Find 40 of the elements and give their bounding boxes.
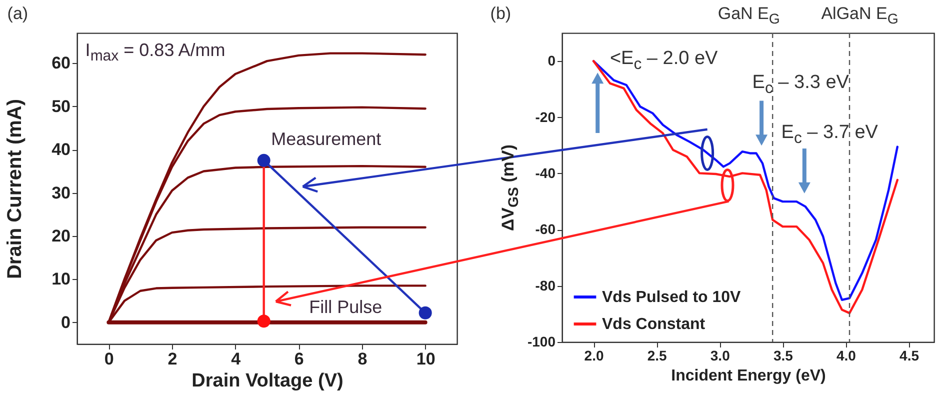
- x-tick-label: 2: [168, 350, 178, 368]
- y-tick-label: 0: [61, 312, 70, 332]
- x-tick-label: 2.0: [584, 348, 604, 364]
- y-tick-label: -40: [535, 164, 556, 181]
- legend-label: Vds Constant: [602, 316, 706, 333]
- y-axis-title: Drain Current (mA): [4, 98, 26, 279]
- y-tick-label: -80: [535, 277, 556, 294]
- y-tick-label: -100: [527, 334, 556, 350]
- ref-line-label: GaN E$_{G}$: [718, 4, 780, 27]
- y-tick-label: 40: [52, 140, 70, 160]
- annotation: E$_{c}$ – 3.3 eV: [752, 72, 849, 98]
- annotation: I$_{max}$ = 0.83 A/mm: [85, 40, 226, 65]
- y-tick-label: -20: [535, 108, 556, 125]
- y-tick-label: 20: [52, 226, 70, 246]
- chart-title: (b): [490, 4, 512, 24]
- x-tick-label: 2.5: [647, 348, 668, 364]
- y-tick-label: 50: [52, 96, 70, 116]
- annotation: <E$_{c}$ – 2.0 eV: [610, 48, 718, 72]
- annotation: Fill Pulse: [309, 297, 382, 318]
- y-tick-label: 0: [548, 52, 556, 69]
- x-axis-title: Incident Energy (eV): [671, 368, 826, 384]
- ref-line-label: AlGaN E$_{G}$: [821, 4, 898, 27]
- x-tick-label: 0: [104, 350, 114, 368]
- y-tick-label: -60: [535, 221, 556, 238]
- x-tick-label: 6: [294, 350, 304, 368]
- x-tick-label: 3.5: [773, 348, 794, 364]
- x-tick-label: 4.0: [836, 348, 856, 364]
- annotation: E$_{c}$ – 3.7 eV: [781, 122, 878, 146]
- legend-label: Vds Pulsed to 10V: [602, 289, 742, 306]
- y-tick-label: 30: [52, 183, 70, 202]
- y-tick-label: 10: [52, 270, 70, 289]
- chart-title: (a): [7, 4, 28, 24]
- x-axis-title: Drain Voltage (V): [192, 370, 344, 392]
- x-tick-label: 4.5: [900, 348, 920, 364]
- annotation: Measurement: [271, 128, 382, 149]
- x-tick-label: 3.0: [710, 348, 730, 364]
- x-tick-label: 10: [416, 350, 436, 368]
- x-tick-label: 4: [231, 350, 242, 368]
- y-tick-label: 60: [52, 54, 70, 73]
- x-tick-label: 8: [358, 350, 368, 368]
